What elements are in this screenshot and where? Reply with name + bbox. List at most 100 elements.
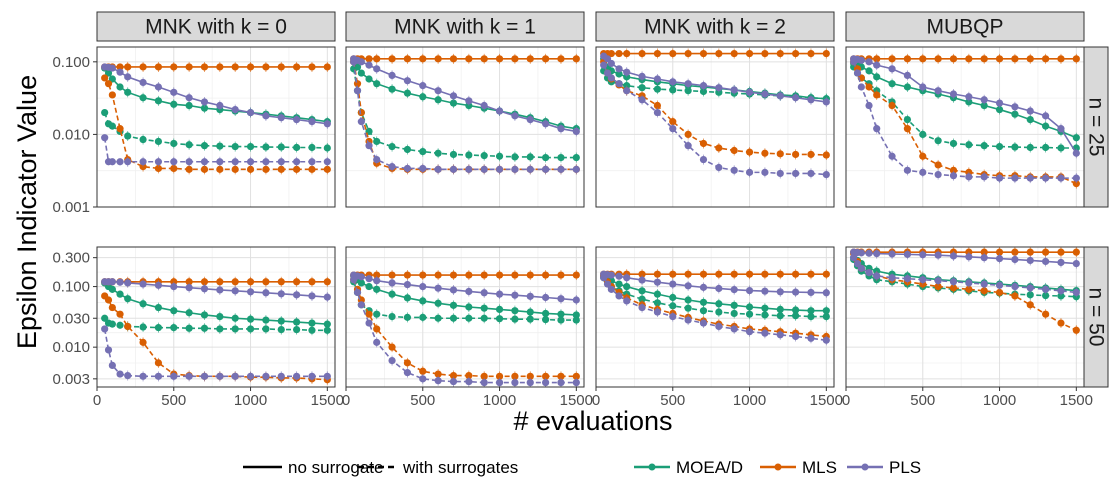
data-point	[116, 158, 124, 166]
data-point	[170, 158, 178, 166]
data-point	[699, 270, 708, 278]
data-point	[853, 69, 862, 77]
data-point	[807, 270, 815, 278]
data-point	[231, 63, 239, 71]
data-point	[154, 324, 163, 332]
data-point	[572, 127, 580, 136]
data-point	[101, 134, 109, 142]
data-point	[669, 280, 677, 288]
data-point	[557, 379, 565, 387]
y-tick-label: 0.300	[52, 250, 90, 267]
data-point	[888, 274, 896, 282]
x-tick-label: 1500	[311, 392, 344, 409]
data-point	[607, 74, 615, 82]
data-point	[170, 63, 178, 71]
data-point	[449, 99, 458, 107]
data-point	[449, 314, 458, 322]
strips-layer: MNK with k = 0 MNK with k = 1 MNK with k =…	[96, 11, 1109, 388]
data-point	[684, 80, 692, 88]
data-point	[965, 253, 973, 261]
data-point	[116, 68, 124, 76]
series-mls-no-surrogate	[600, 48, 830, 59]
data-point	[449, 92, 458, 100]
data-point	[154, 372, 163, 380]
data-point	[1011, 282, 1019, 291]
data-point	[607, 271, 615, 279]
data-point	[124, 158, 132, 166]
data-point	[419, 164, 427, 173]
series-pls-with-surrogates	[600, 274, 830, 346]
data-point	[108, 320, 116, 328]
panel-background	[346, 247, 584, 387]
data-point	[388, 85, 396, 93]
data-point	[511, 315, 519, 323]
data-point	[526, 308, 534, 316]
y-tick-label: 0.010	[52, 126, 90, 143]
data-point	[170, 100, 178, 108]
data-point	[919, 152, 927, 160]
data-point	[293, 278, 301, 286]
data-point	[403, 313, 412, 321]
y-tick-label: 0.001	[52, 199, 90, 216]
data-point	[965, 141, 973, 149]
data-point	[216, 286, 224, 294]
data-point	[262, 63, 270, 71]
strip-background	[845, 11, 1085, 42]
data-point	[1042, 248, 1050, 256]
data-point	[434, 149, 442, 157]
data-point	[526, 315, 534, 323]
data-point	[865, 58, 873, 66]
data-point	[449, 286, 458, 294]
data-point	[495, 55, 504, 63]
series-moead-with-surrogates	[101, 314, 331, 336]
data-point	[480, 314, 488, 322]
row-strip-1: n = 50	[1083, 246, 1109, 388]
data-point	[822, 312, 830, 321]
data-point	[934, 170, 942, 179]
data-point	[277, 290, 285, 298]
data-point	[638, 303, 646, 312]
data-point	[216, 165, 224, 173]
data-point	[1072, 180, 1080, 188]
data-point	[1026, 248, 1034, 256]
data-point	[669, 118, 677, 126]
panel-border	[595, 246, 835, 388]
data-point	[1042, 285, 1050, 293]
x-tick-label: 0	[592, 392, 600, 409]
data-point	[807, 150, 815, 159]
data-point	[807, 288, 815, 297]
data-point	[822, 170, 830, 179]
data-point	[216, 142, 224, 150]
data-point	[246, 325, 255, 333]
panel-r0-c2	[595, 47, 834, 208]
data-point	[139, 135, 147, 144]
data-point	[480, 55, 488, 63]
data-point	[388, 271, 396, 279]
data-point	[231, 372, 239, 380]
panel-r1-c1	[345, 247, 584, 387]
data-point	[542, 165, 550, 173]
data-point	[807, 49, 815, 58]
data-point	[699, 87, 708, 96]
data-point	[715, 144, 723, 152]
data-point	[154, 63, 163, 71]
data-point	[480, 271, 488, 279]
data-point	[293, 372, 301, 380]
data-point	[1042, 112, 1050, 120]
data-point	[557, 125, 565, 133]
data-point	[850, 254, 858, 262]
data-point	[776, 305, 784, 314]
strip-background	[595, 11, 835, 42]
data-point	[480, 372, 488, 380]
data-point	[873, 73, 881, 81]
legend-algorithm-1: MLS	[760, 458, 837, 477]
data-point	[434, 87, 442, 95]
data-point	[792, 169, 800, 178]
data-point	[1011, 174, 1019, 182]
data-point	[949, 278, 958, 286]
data-point	[745, 168, 754, 176]
data-point	[480, 101, 488, 110]
data-point	[357, 273, 365, 281]
data-point	[434, 370, 442, 378]
data-point	[949, 90, 958, 98]
